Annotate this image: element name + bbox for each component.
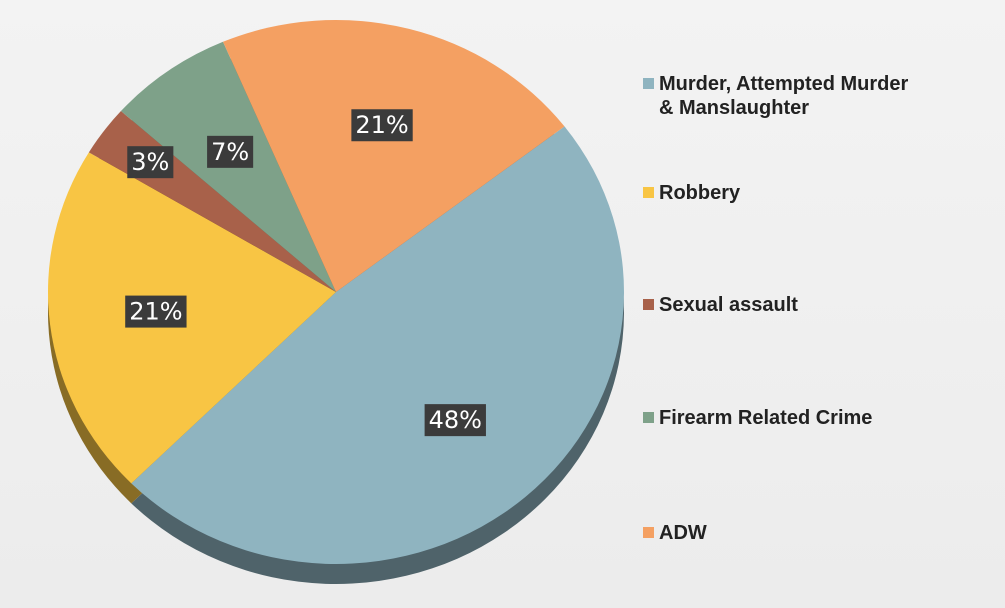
legend-swatch <box>643 412 654 423</box>
data-label: 48% <box>429 406 482 434</box>
legend-item: Sexual assault <box>643 293 798 317</box>
legend-label: Murder, Attempted Murder & Manslaughter <box>659 73 909 119</box>
slice <box>131 126 625 565</box>
data-label-box <box>207 135 254 168</box>
pie-area: 48% 21% 3% 7% 21% <box>47 20 625 585</box>
data-label-box <box>351 109 413 142</box>
legend-label: Robbery <box>659 182 741 204</box>
data-label: 21% <box>129 298 182 326</box>
data-label-group: 7% <box>207 135 254 168</box>
legend-item: Firearm Related Crime <box>643 406 872 430</box>
legend-label: Sexual assault <box>659 294 798 316</box>
data-label-group: 21% <box>351 109 413 142</box>
data-label-group: 21% <box>125 295 187 328</box>
data-label-group: 3% <box>127 146 174 179</box>
legend-swatch <box>643 299 654 310</box>
data-label: 21% <box>355 111 408 139</box>
legend-label: Firearm Related Crime <box>659 407 873 429</box>
data-label-box <box>127 146 174 179</box>
data-label: 3% <box>131 148 169 176</box>
legend-item: Robbery <box>643 181 740 205</box>
legend-item: Murder, Attempted Murder & Manslaughter <box>643 72 909 120</box>
legend-item: ADW <box>643 521 707 545</box>
data-label-box <box>424 404 486 437</box>
data-label: 7% <box>211 138 249 166</box>
legend-label: ADW <box>659 522 707 544</box>
legend-swatch <box>643 187 654 198</box>
slice <box>47 152 336 484</box>
legend-swatch <box>643 527 654 538</box>
data-label-box <box>125 295 187 328</box>
slice <box>223 20 565 292</box>
data-label-group: 48% <box>424 404 486 437</box>
legend-swatch <box>643 78 654 89</box>
